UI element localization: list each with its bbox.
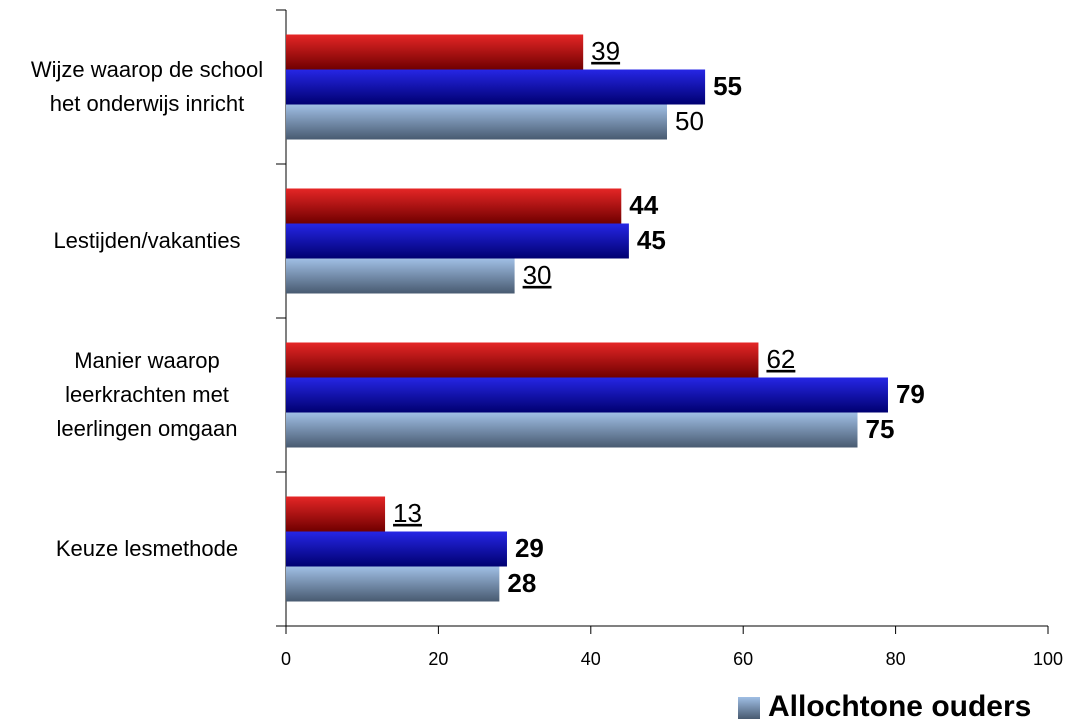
- bar: [286, 188, 622, 224]
- bar: [286, 104, 667, 140]
- bar: [286, 223, 629, 259]
- bar: [286, 342, 759, 378]
- legend-swatch: [738, 697, 760, 719]
- value-label: 50: [675, 106, 704, 136]
- value-label: 55: [713, 71, 742, 101]
- value-label: 45: [637, 225, 666, 255]
- x-tick-label: 100: [1033, 649, 1063, 669]
- bar: [286, 34, 584, 70]
- category-label: Keuze lesmethode: [55, 536, 239, 561]
- bar: [286, 377, 888, 413]
- x-tick-label: 60: [733, 649, 753, 669]
- x-tick-label: 80: [886, 649, 906, 669]
- value-label: 30: [523, 260, 552, 290]
- value-label: 62: [766, 344, 795, 374]
- bar: [286, 258, 515, 294]
- bar: [286, 412, 858, 448]
- legend-label: Allochtone ouders: [768, 690, 1031, 722]
- bar: [286, 496, 386, 532]
- x-tick-label: 40: [581, 649, 601, 669]
- bar: [286, 531, 507, 567]
- value-label: 29: [515, 533, 544, 563]
- category-label: Lestijden/vakanties: [53, 228, 241, 253]
- category-label: Wijze waarop de school het onderwijs inr…: [30, 57, 264, 116]
- x-tick-label: 0: [281, 649, 291, 669]
- x-tick-label: 20: [428, 649, 448, 669]
- bar: [286, 69, 706, 105]
- value-label: 39: [591, 36, 620, 66]
- category-label: Manier waarop leerkrachten met leerlinge…: [56, 348, 238, 441]
- value-label: 75: [866, 414, 895, 444]
- bar: [286, 566, 500, 602]
- value-label: 44: [629, 190, 658, 220]
- value-label: 13: [393, 498, 422, 528]
- value-label: 79: [896, 379, 925, 409]
- value-label: 28: [507, 568, 536, 598]
